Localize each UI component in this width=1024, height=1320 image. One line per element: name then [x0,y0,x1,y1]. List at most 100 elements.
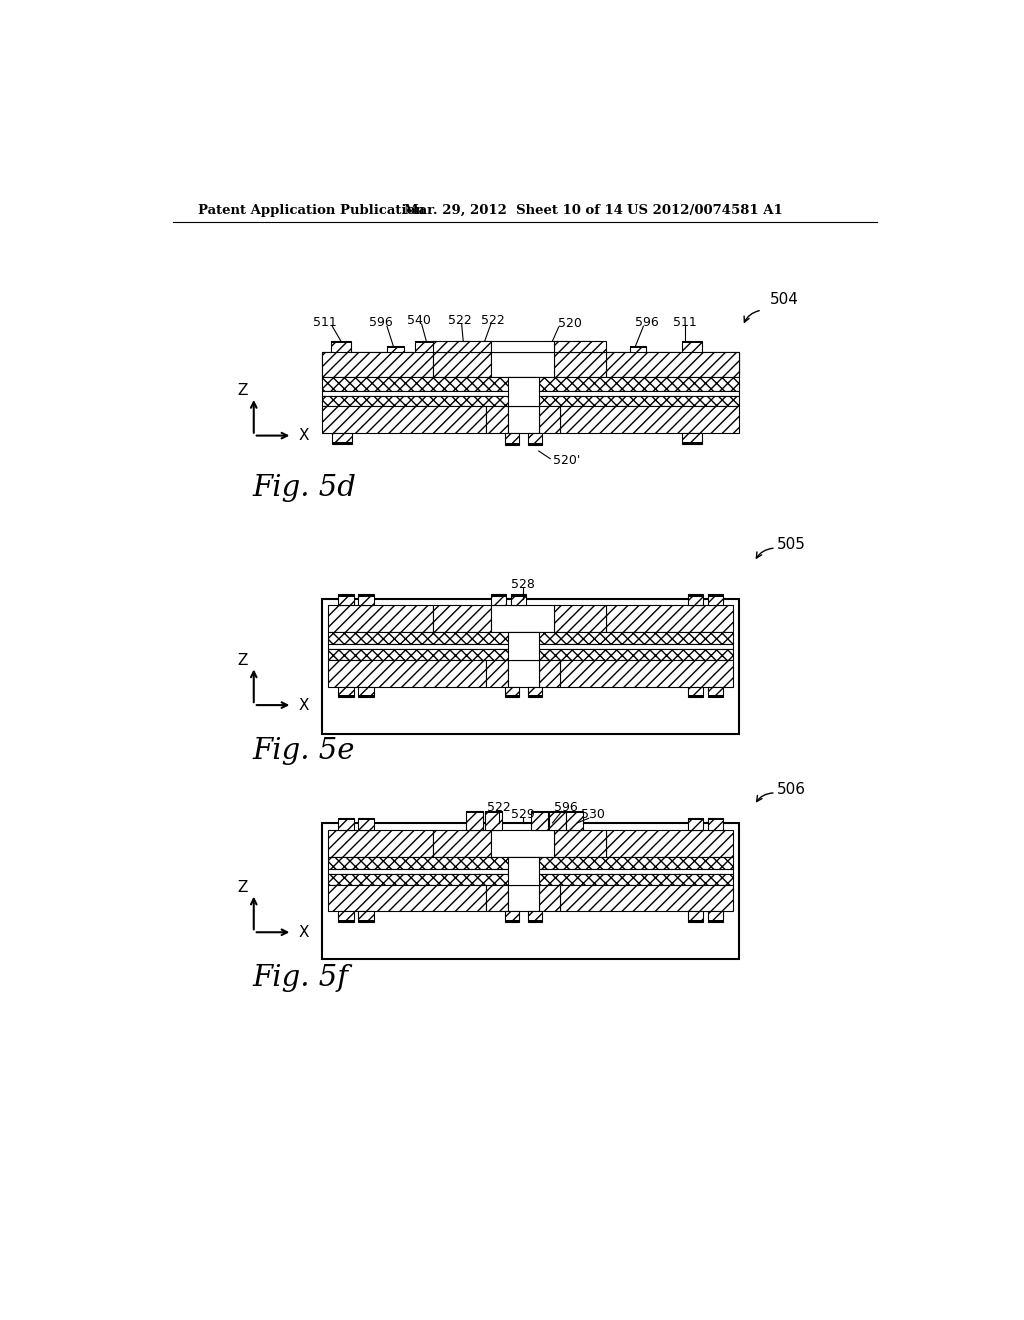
Bar [358,817,374,820]
Text: 529: 529 [511,808,536,821]
Bar [630,346,646,348]
Bar [508,857,539,884]
Bar [456,341,471,343]
Bar [339,817,354,830]
Bar [688,817,703,830]
Bar [339,696,354,697]
Bar [328,605,433,632]
Bar [328,632,733,644]
Text: Fig. 5f: Fig. 5f [252,965,348,993]
Bar [531,810,548,830]
Bar [433,605,490,632]
Bar [505,442,518,445]
Text: 522: 522 [480,314,505,326]
Bar [708,920,724,923]
Bar [416,341,437,343]
Bar [322,407,486,433]
Bar [358,911,374,923]
Bar [708,686,724,697]
Bar [554,830,605,857]
Bar [322,352,433,378]
Bar [554,605,605,632]
Bar [560,407,739,433]
Text: Z: Z [238,880,248,895]
Text: 511: 511 [673,315,697,329]
Bar [682,341,701,343]
Bar [528,442,542,445]
Bar [433,352,605,378]
Bar [630,346,646,356]
Bar [528,911,542,923]
Bar [490,594,506,605]
Text: 596: 596 [554,801,578,814]
Bar [328,869,733,874]
Bar [528,920,542,923]
Bar [688,594,703,597]
Bar [574,341,590,352]
Bar [322,599,739,734]
Text: X: X [298,925,309,940]
Bar [566,810,584,813]
Bar [433,830,490,857]
Bar [688,594,703,605]
Bar [477,341,493,352]
Bar [554,352,605,378]
Bar [328,660,486,686]
Bar [708,594,724,597]
Bar [358,686,374,697]
Bar [688,920,703,923]
Text: 596: 596 [369,315,392,329]
Bar [553,341,568,343]
Bar [511,594,526,597]
Bar [339,594,354,605]
Bar [539,660,560,686]
Bar [466,810,483,813]
Bar [708,817,724,830]
Bar [560,660,733,686]
Text: Fig. 5e: Fig. 5e [252,738,354,766]
Bar [328,830,433,857]
Bar [539,884,560,911]
Text: 505: 505 [777,537,806,553]
Bar [505,911,518,923]
Bar [508,407,539,433]
Bar [322,822,739,960]
Bar [688,817,703,820]
Bar [486,660,508,686]
Bar [490,341,554,352]
Bar [553,341,568,352]
Text: 530: 530 [581,808,604,821]
Text: 528: 528 [511,578,536,591]
Bar [387,346,403,348]
Bar [511,594,526,605]
Bar [682,433,701,444]
Bar [486,407,508,433]
Text: X: X [298,697,309,713]
Bar [708,594,724,605]
Bar [433,352,490,378]
Bar [358,920,374,923]
Bar [505,433,518,445]
Text: 506: 506 [777,783,806,797]
Bar [605,830,733,857]
Text: 511: 511 [312,315,337,329]
Bar [466,810,483,830]
Bar [708,817,724,820]
Text: US 2012/0074581 A1: US 2012/0074581 A1 [628,205,783,218]
Bar [328,644,733,649]
Bar [358,817,374,830]
Bar [490,594,506,597]
Bar [605,352,739,378]
Bar [328,649,733,660]
Bar [339,920,354,923]
Bar [328,884,486,911]
Bar [358,594,374,597]
Bar [339,911,354,923]
Bar [322,391,739,396]
Bar [484,810,502,830]
Bar [477,341,493,343]
Bar [708,911,724,923]
Bar [708,696,724,697]
Bar [605,605,733,632]
Text: Fig. 5d: Fig. 5d [252,474,356,502]
